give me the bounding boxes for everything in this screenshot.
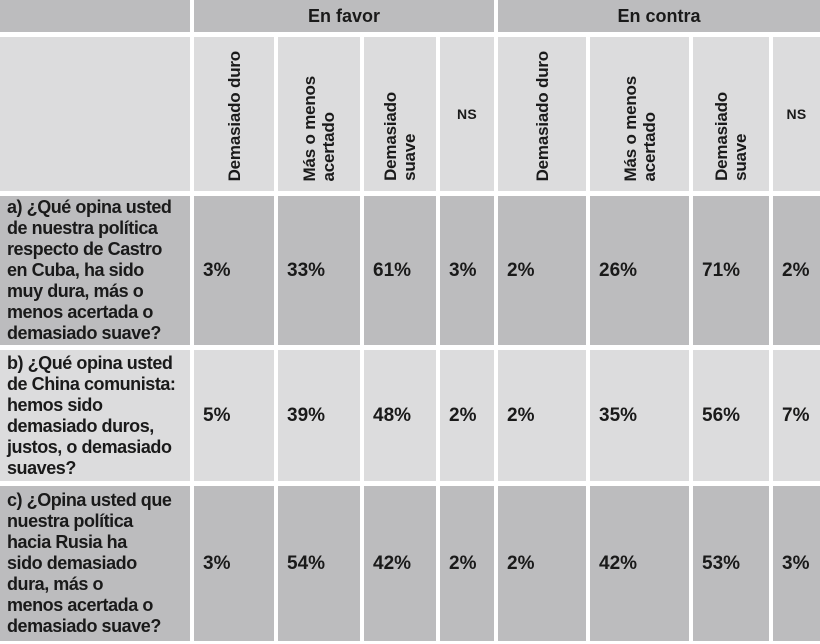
value-cell: 2% <box>440 350 494 481</box>
column-header-favor-demasiado-suave: Demasiado suave <box>364 37 436 191</box>
value-cell: 3% <box>194 486 274 641</box>
column-header-contra-mas-o-menos: Más o menos acertado <box>590 37 689 191</box>
question-cell-b: b) ¿Qué opina usted de China comunista: … <box>0 350 190 481</box>
group-header-en-contra: En contra <box>498 0 820 32</box>
column-header-label: Demasiado suave <box>381 92 419 181</box>
value-cell: 33% <box>278 196 360 345</box>
column-header-label: Más o menos acertado <box>300 75 338 182</box>
column-header-label: Demasiado duro <box>224 50 244 181</box>
value-cell: 7% <box>773 350 820 481</box>
column-header-favor-demasiado-duro: Demasiado duro <box>194 37 274 191</box>
value-cell: 48% <box>364 350 436 481</box>
value-cell: 3% <box>194 196 274 345</box>
value-cell: 2% <box>773 196 820 345</box>
value-cell: 5% <box>194 350 274 481</box>
column-header-label: Demasiado suave <box>712 92 750 181</box>
value-cell: 42% <box>590 486 689 641</box>
value-cell: 39% <box>278 350 360 481</box>
value-cell: 26% <box>590 196 689 345</box>
column-header-label: Demasiado duro <box>532 50 552 181</box>
value-cell: 3% <box>440 196 494 345</box>
column-header-contra-demasiado-suave: Demasiado suave <box>693 37 769 191</box>
question-cell-a: a) ¿Qué opina usted de nuestra política … <box>0 196 190 345</box>
value-cell: 3% <box>773 486 820 641</box>
corner-cell <box>0 0 190 32</box>
value-cell: 53% <box>693 486 769 641</box>
value-cell: 2% <box>498 196 586 345</box>
group-header-en-favor: En favor <box>194 0 494 32</box>
column-header-favor-mas-o-menos: Más o menos acertado <box>278 37 360 191</box>
column-header-contra-ns: NS <box>773 37 820 191</box>
question-cell-c: c) ¿Opina usted que nuestra política hac… <box>0 486 190 641</box>
value-cell: 54% <box>278 486 360 641</box>
column-header-contra-demasiado-duro: Demasiado duro <box>498 37 586 191</box>
value-cell: 61% <box>364 196 436 345</box>
question-column-header-cell <box>0 37 190 191</box>
value-cell: 71% <box>693 196 769 345</box>
value-cell: 2% <box>498 486 586 641</box>
value-cell: 35% <box>590 350 689 481</box>
column-header-favor-ns: NS <box>440 37 494 191</box>
column-header-label: Más o menos acertado <box>620 75 659 182</box>
value-cell: 42% <box>364 486 436 641</box>
value-cell: 56% <box>693 350 769 481</box>
value-cell: 2% <box>440 486 494 641</box>
value-cell: 2% <box>498 350 586 481</box>
